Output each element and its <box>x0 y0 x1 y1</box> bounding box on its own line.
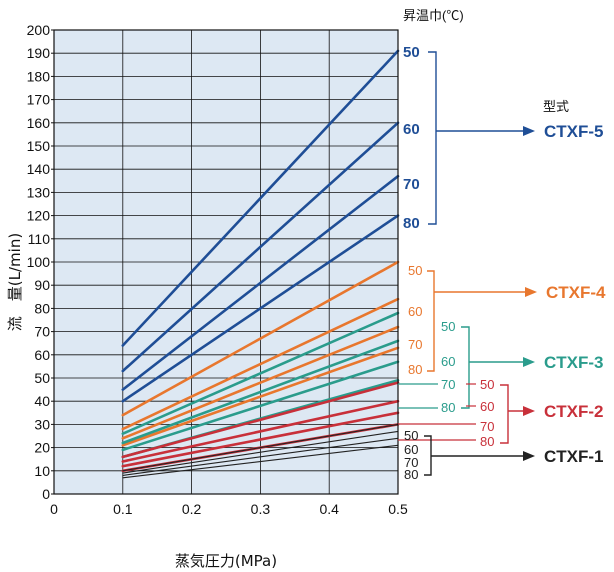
temp-label-ctxf5-50: 50 <box>403 44 420 61</box>
temp-label-ctxf3-70: 70 <box>441 377 455 392</box>
series-line-ctxf-1-60 <box>122 430 399 474</box>
y-axis-title: 流 量(L/min) <box>6 233 24 331</box>
arrow-ctxf3-head <box>523 357 535 367</box>
y-tick-label: 60 <box>34 347 50 363</box>
temp-label-ctxf4-70: 70 <box>408 337 422 352</box>
y-tick-label: 80 <box>34 300 50 316</box>
series-line-ctxf-2-70 <box>121 411 400 468</box>
x-tick-label: 0.2 <box>182 501 202 517</box>
temp-label-ctxf2-70: 70 <box>480 419 494 434</box>
x-tick-label: 0 <box>50 501 58 517</box>
temp-label-ctxf5-60: 60 <box>403 121 420 138</box>
temp-label-ctxf1-60: 60 <box>404 442 418 457</box>
model-label-ctxf1: CTXF-1 <box>544 447 604 466</box>
y-tick-label: 200 <box>27 22 51 38</box>
series-line-ctxf-4-80 <box>121 346 400 447</box>
y-tick-label: 90 <box>34 277 50 293</box>
temp-label-ctxf1-50: 50 <box>404 428 418 443</box>
bracket-ctxf5 <box>428 51 437 225</box>
series-line-ctxf-3-60 <box>121 339 400 445</box>
series-line-ctxf-1-50 <box>122 423 399 472</box>
series-line-ctxf-5-80 <box>121 214 400 403</box>
temp-label-ctxf2-50: 50 <box>480 377 494 392</box>
series-line-ctxf-5-50 <box>121 49 400 347</box>
series-line-ctxf-2-50 <box>121 381 400 459</box>
series-line-ctxf-2-60 <box>121 399 400 463</box>
y-tick-label: 50 <box>34 370 50 386</box>
y-tick-label: 180 <box>27 68 51 84</box>
y-tick-label: 150 <box>27 138 51 154</box>
model-label-ctxf2: CTXF-2 <box>544 402 604 421</box>
temp-label-ctxf5-80: 80 <box>403 215 420 232</box>
series-lines <box>121 49 400 479</box>
x-tick-label: 0.1 <box>113 501 133 517</box>
model-label-ctxf3: CTXF-3 <box>544 353 604 372</box>
x-tick-labels: 0 0.1 0.2 0.3 0.4 0.5 <box>50 501 408 517</box>
series-line-ctxf-4-60 <box>121 297 400 431</box>
bracket-ctxf1 <box>424 435 432 476</box>
y-tick-label: 100 <box>27 254 51 270</box>
model-header: 型式 <box>543 99 569 114</box>
series-line-ctxf-4-50 <box>121 260 400 417</box>
series-line-ctxf-1-70 <box>122 437 399 476</box>
temp-label-ctxf3-60: 60 <box>441 354 455 369</box>
model-label-ctxf5: CTXF-5 <box>544 122 604 141</box>
temp-label-ctxf4-50: 50 <box>408 263 422 278</box>
temp-label-ctxf2-80: 80 <box>480 434 494 449</box>
arrow-ctxf4-head <box>525 287 537 297</box>
temp-label-ctxf3-80: 80 <box>441 400 455 415</box>
temp-label-ctxf2-60: 60 <box>480 399 494 414</box>
y-tick-label: 110 <box>28 231 51 247</box>
grid <box>54 30 398 494</box>
bracket-ctxf2 <box>500 384 509 444</box>
y-tick-label: 40 <box>34 393 50 409</box>
arrow-ctxf1-head <box>523 451 535 461</box>
y-tick-label: 190 <box>27 45 51 61</box>
temp-label-ctxf4-80: 80 <box>408 362 422 377</box>
y-tick-label: 0 <box>42 486 50 502</box>
series-line-ctxf-3-50 <box>121 311 400 436</box>
y-tick-label: 140 <box>27 161 51 177</box>
arrow-ctxf5-head <box>523 126 535 136</box>
series-line-ctxf-5-60 <box>121 121 400 373</box>
series-line-ctxf-4-70 <box>121 325 400 440</box>
y-tick-label: 70 <box>34 324 50 340</box>
arrow-ctxf2-head <box>523 406 535 416</box>
x-tick-label: 0.5 <box>388 501 408 517</box>
temp-label-ctxf1-80: 80 <box>404 467 418 482</box>
temp-label-ctxf5-70: 70 <box>403 176 420 193</box>
y-tick-label: 20 <box>34 440 50 456</box>
y-tick-labels: 0 10 20 30 40 50 60 70 80 90 100 110 120 130 140 150 160… <box>27 22 54 502</box>
temperature-header: 昇温巾(℃) <box>403 8 464 23</box>
temp-label-ctxf3-50: 50 <box>441 319 455 334</box>
y-tick-label: 160 <box>27 115 51 131</box>
temp-label-ctxf4-60: 60 <box>408 304 422 319</box>
y-tick-label: 120 <box>27 208 51 224</box>
bracket-ctxf3 <box>461 326 470 409</box>
bracket-ctxf4 <box>427 270 435 372</box>
model-label-ctxf4: CTXF-4 <box>546 283 606 302</box>
x-tick-label: 0.4 <box>319 501 339 517</box>
x-tick-label: 0.3 <box>251 501 271 517</box>
series-line-ctxf-1-80 <box>122 444 399 479</box>
series-line-ctxf-3-70 <box>121 360 400 452</box>
y-tick-label: 10 <box>34 463 50 479</box>
y-tick-label: 170 <box>27 92 51 108</box>
y-tick-label: 30 <box>34 416 50 432</box>
temp-label-ctxf1-70: 70 <box>404 455 418 470</box>
x-axis-title: 蒸気圧力(MPa) <box>175 552 277 570</box>
y-tick-label: 130 <box>27 184 51 200</box>
temperature-labels: 50607080CTXF-550607080CTXF-450607080CTXF… <box>398 44 606 482</box>
series-line-ctxf-5-70 <box>121 174 400 391</box>
